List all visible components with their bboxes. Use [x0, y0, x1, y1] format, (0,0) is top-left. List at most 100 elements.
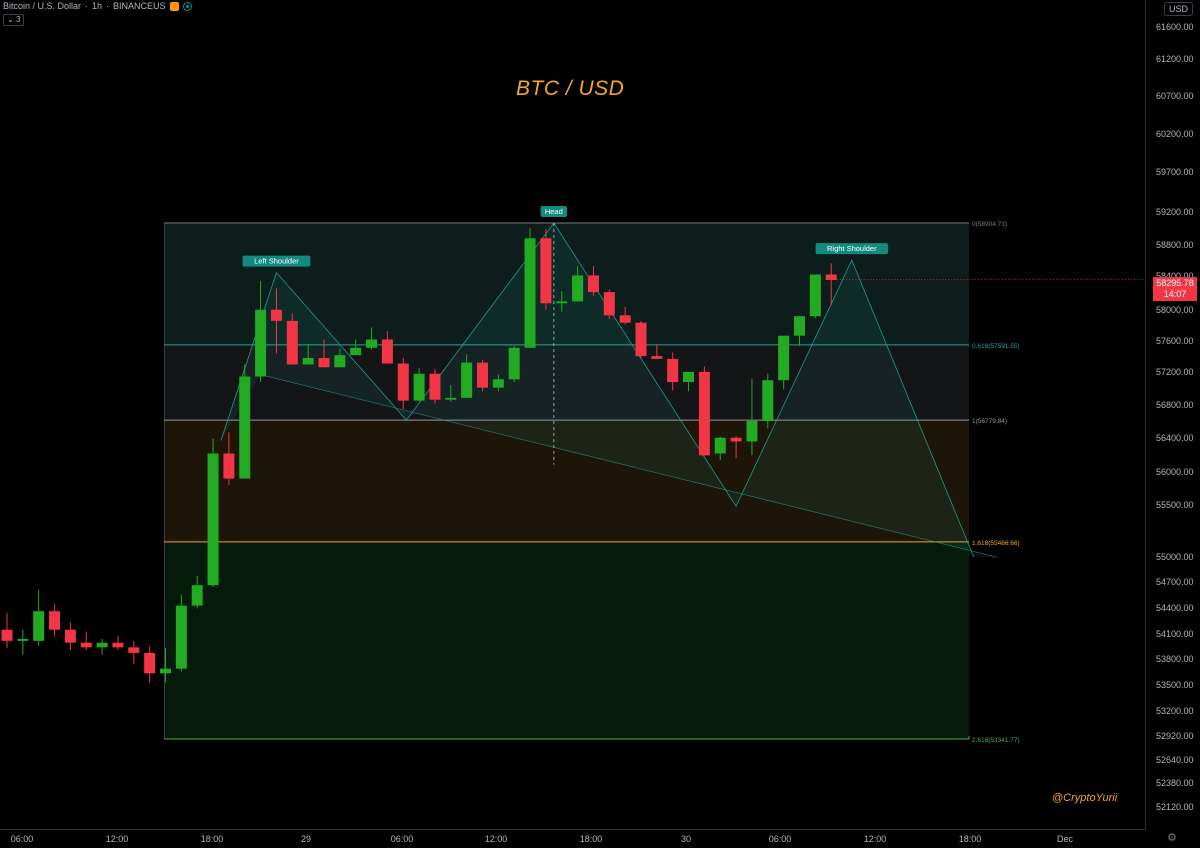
candle-body: [477, 362, 488, 388]
candle-body: [1, 629, 13, 641]
price-axis-label: 55000.00: [1156, 552, 1194, 562]
market-status-icon: [169, 1, 179, 11]
candle: [160, 648, 171, 683]
candle: [207, 438, 219, 588]
candle-body: [334, 355, 346, 368]
price-axis-label: 58800.00: [1156, 240, 1194, 250]
candle: [603, 289, 615, 320]
candle-body: [144, 652, 156, 674]
candle: [429, 369, 441, 404]
candle: [144, 646, 156, 683]
candle: [1, 613, 13, 649]
candle-body: [128, 647, 140, 653]
currency-button[interactable]: USD: [1163, 2, 1193, 16]
pattern-label-bg: [242, 255, 311, 267]
candle: [778, 335, 790, 390]
fib-zone-1: [164, 344, 969, 421]
candle-body: [350, 347, 362, 356]
candle: [286, 313, 298, 365]
candle-body: [825, 274, 837, 281]
symbol-header[interactable]: Bitcoin / U.S. Dollar · 1h · BINANCEUS: [3, 1, 192, 11]
time-axis-label: 06:00: [11, 834, 34, 844]
candle-body: [635, 322, 647, 357]
price-axis-label: 54100.00: [1156, 629, 1194, 639]
candle: [366, 327, 378, 350]
candle-body: [239, 376, 251, 479]
candle-body: [794, 316, 805, 336]
candle-body: [587, 275, 599, 293]
candle-body: [762, 380, 774, 422]
gear-icon[interactable]: ⚙: [1167, 832, 1177, 844]
symbol-description: Bitcoin / U.S. Dollar: [3, 1, 82, 11]
candle-body: [96, 642, 108, 648]
candle: [572, 266, 584, 302]
candle-body: [461, 362, 473, 398]
candle-body: [191, 585, 203, 606]
candle-body: [302, 357, 314, 365]
candle-body: [223, 453, 235, 479]
candle: [635, 320, 647, 358]
candle: [318, 339, 330, 368]
time-axis-label: 12:00: [106, 834, 129, 844]
candle-body: [160, 668, 171, 674]
candle: [619, 306, 631, 325]
price-axis-label: 56400.00: [1156, 433, 1194, 443]
candle-body: [445, 397, 457, 400]
time-axis-label: 12:00: [864, 834, 887, 844]
candle: [651, 344, 663, 359]
candle-body: [175, 605, 187, 669]
time-axis-label: 06:00: [391, 834, 414, 844]
price-axis-label: 54700.00: [1156, 577, 1194, 587]
candle: [175, 594, 187, 672]
last-price-value: 58295.78: [1156, 278, 1194, 288]
candle-body: [683, 371, 695, 383]
candle: [492, 374, 504, 392]
candle: [445, 384, 457, 402]
candle-body: [730, 437, 742, 442]
candle-body: [556, 301, 568, 304]
price-axis-label: 52640.00: [1156, 755, 1194, 765]
fib-zone-3: [164, 541, 969, 740]
last-price-tag: 58295.78 14:07: [1153, 277, 1197, 301]
candle: [587, 266, 599, 296]
candle-body: [746, 421, 758, 442]
candle-body: [413, 373, 425, 401]
candle: [730, 435, 742, 459]
candle: [683, 371, 695, 392]
price-axis-label: 53500.00: [1156, 680, 1194, 690]
candle: [762, 373, 774, 429]
pattern-label: Head: [545, 207, 563, 216]
time-axis-label: 18:00: [580, 834, 603, 844]
candle: [33, 589, 45, 646]
candle-body: [429, 373, 441, 400]
candle-body: [286, 320, 298, 365]
pattern-neckline: [260, 374, 998, 558]
fib-zone-2: [164, 420, 969, 542]
price-axis-label: 59700.00: [1156, 167, 1194, 177]
candle: [667, 352, 679, 391]
indicators-collapse-button[interactable]: ⌄ 3: [3, 14, 25, 26]
candle: [96, 638, 108, 655]
price-axis-label: 59200.00: [1156, 207, 1194, 217]
candle: [112, 636, 124, 651]
price-axis-label: 57200.00: [1156, 367, 1194, 377]
candle: [255, 280, 267, 383]
candle-body: [492, 379, 504, 388]
candle: [556, 291, 568, 312]
candle: [17, 629, 29, 655]
price-axis-label: 61600.00: [1156, 22, 1194, 32]
price-axis-label: 60700.00: [1156, 91, 1194, 101]
candle: [714, 436, 726, 460]
candle: [524, 228, 536, 348]
candle-body: [508, 347, 520, 380]
price-axis-label: 60200.00: [1156, 129, 1194, 139]
chart-watermark: BTC / USD: [516, 77, 625, 100]
bar-countdown: 14:07: [1163, 289, 1187, 299]
candle: [413, 368, 425, 402]
candle-body: [49, 611, 61, 630]
candle-body: [33, 611, 45, 641]
price-axis-label: 57600.00: [1156, 336, 1194, 346]
price-axis-label: 56000.00: [1156, 467, 1194, 477]
price-axis-label: 53200.00: [1156, 706, 1194, 716]
